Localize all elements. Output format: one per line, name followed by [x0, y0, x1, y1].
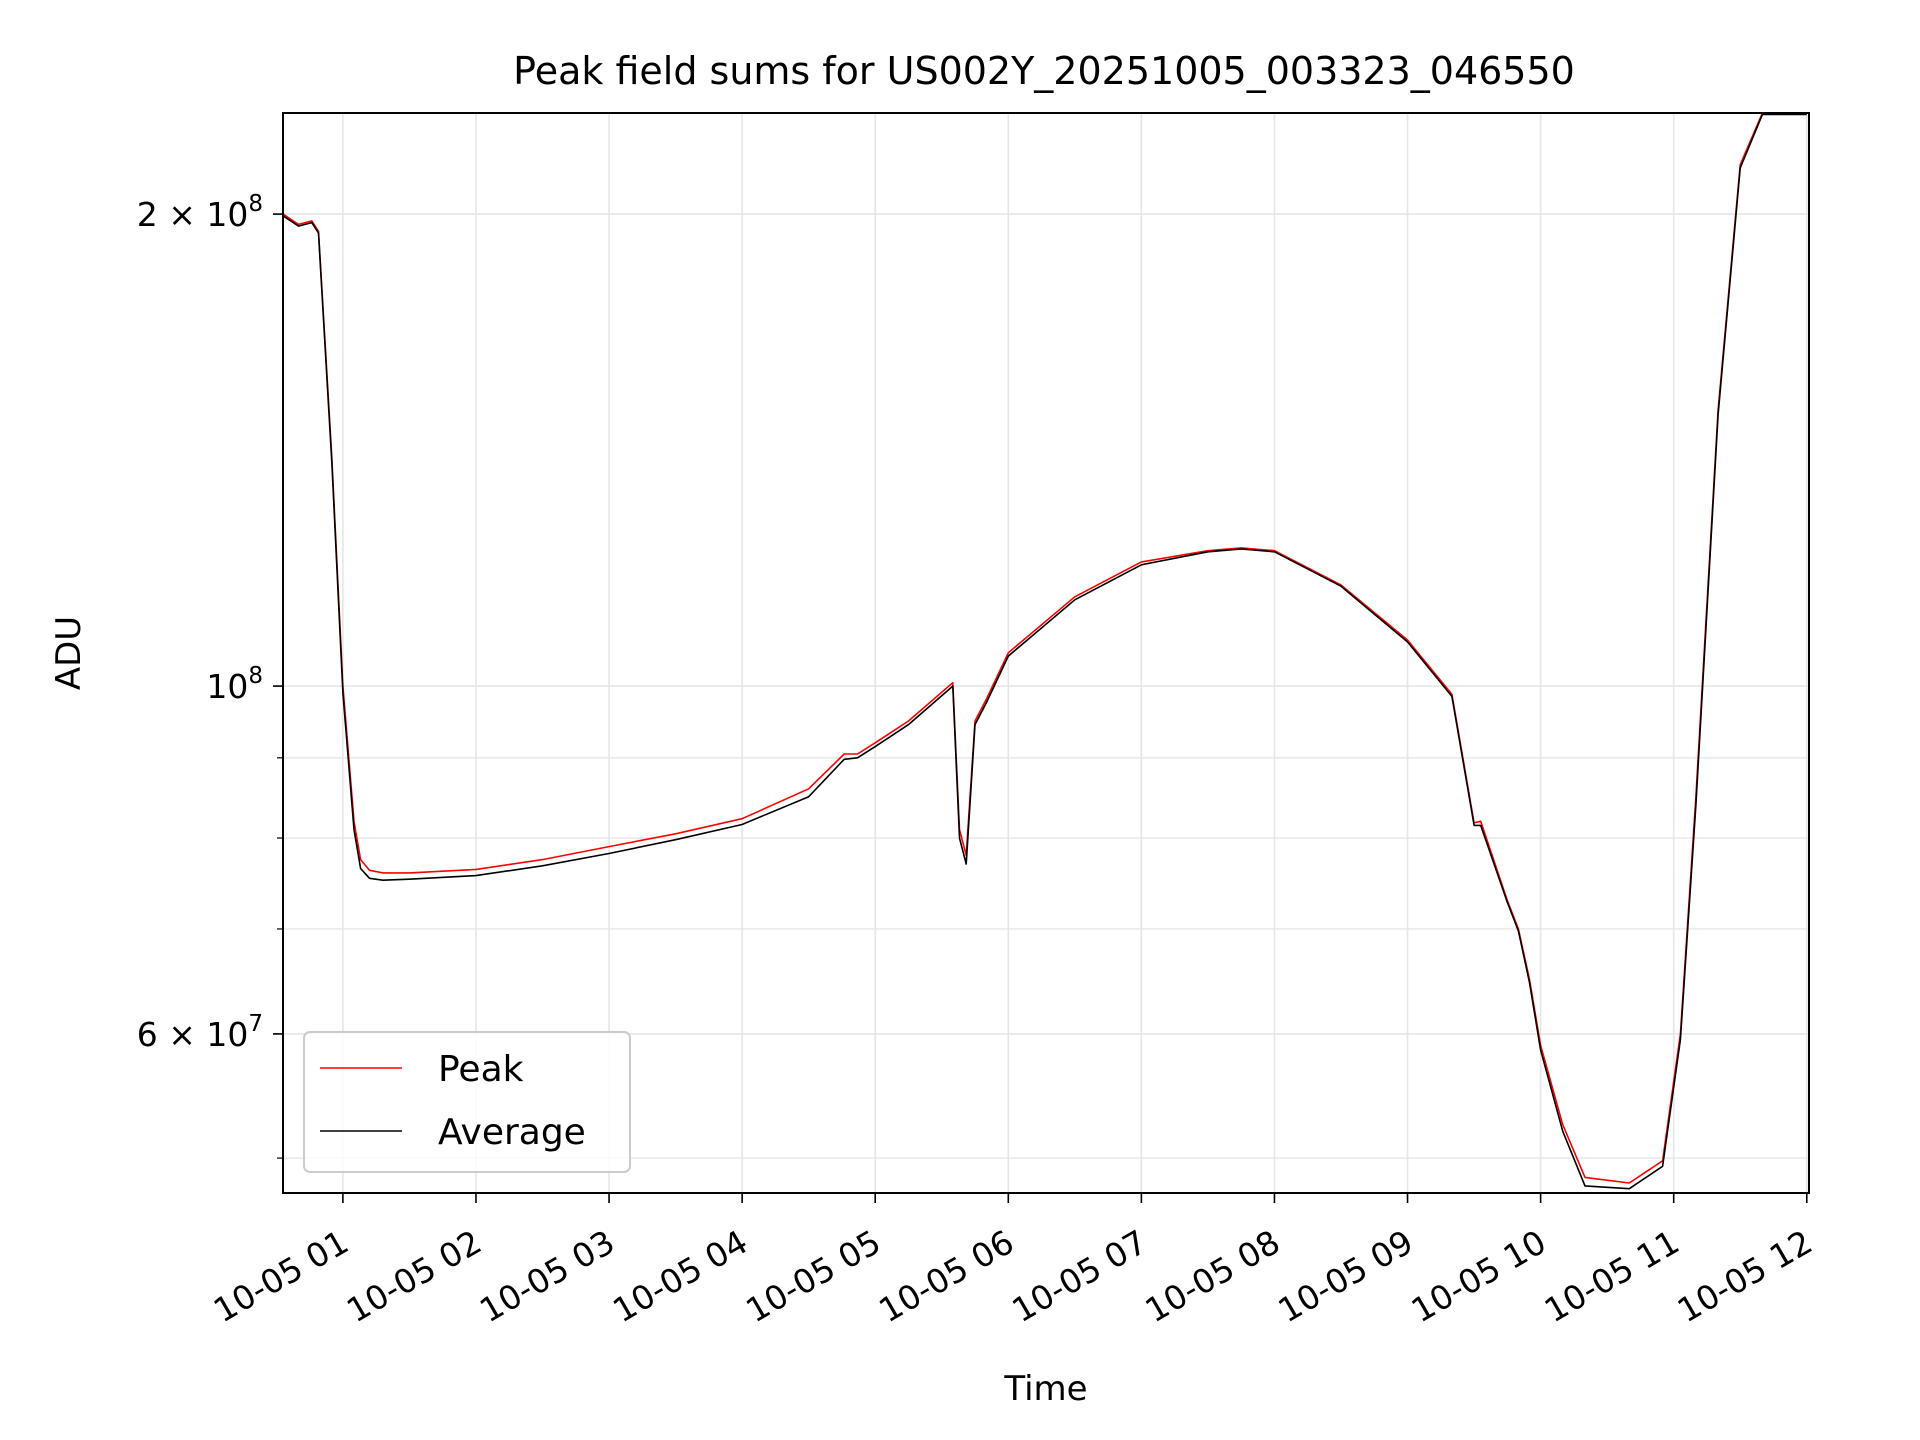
plot-frame [282, 112, 1810, 1194]
legend-box [303, 1031, 631, 1173]
y-tick-label: 108 [206, 663, 263, 706]
y-tick-label-base: 2 × 10 [137, 195, 249, 234]
y-tick-label-base: 6 × 10 [137, 1015, 249, 1054]
y-tick-label-base: 10 [206, 667, 248, 706]
series-line-average [282, 113, 1807, 1190]
series-layer [282, 112, 1807, 1190]
x-axis-label: Time [1003, 1369, 1087, 1409]
y-tick-label: 6 × 107 [137, 1011, 263, 1054]
y-axis-label: ADU [49, 616, 89, 690]
y-tick-label-exponent: 8 [248, 663, 263, 689]
y-tick-label-exponent: 7 [248, 1011, 263, 1037]
legend-label-peak: Peak [438, 1049, 524, 1090]
chart-title: Peak field sums for US002Y_20251005_0033… [513, 49, 1575, 93]
y-tick-label-exponent: 8 [248, 191, 263, 217]
grid-lines [283, 113, 1809, 1193]
series-line-peak [282, 112, 1807, 1184]
legend: Peak Average [303, 1031, 631, 1173]
legend-label-average: Average [438, 1112, 586, 1153]
y-tick-label: 2 × 108 [137, 191, 263, 234]
